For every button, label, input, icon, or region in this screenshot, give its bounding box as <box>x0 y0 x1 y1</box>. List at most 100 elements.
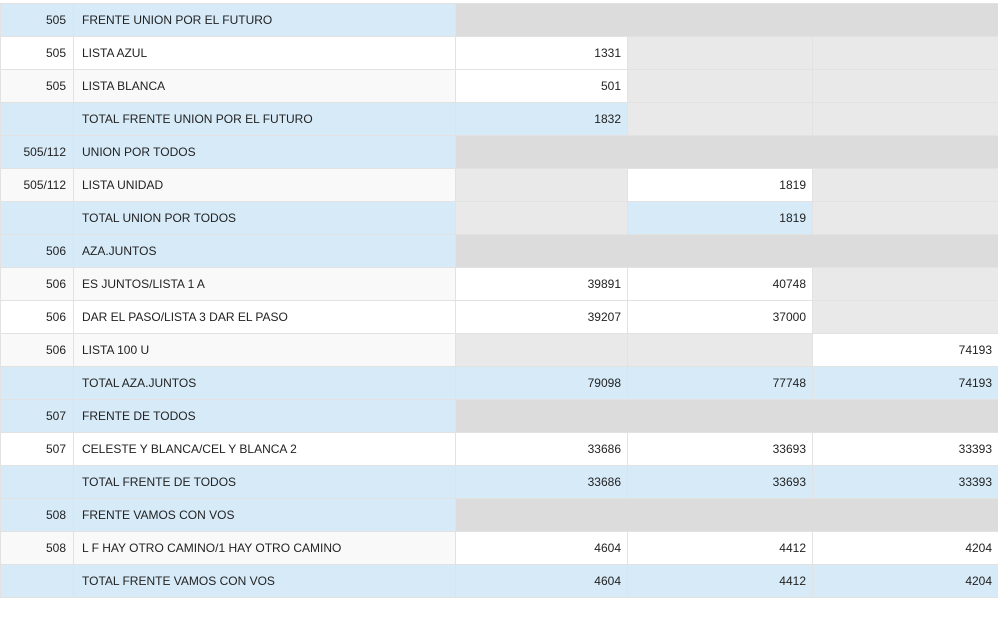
vote-count-cell-2 <box>628 37 813 70</box>
vote-count-cell-1 <box>456 169 628 202</box>
vote-count-cell-1: 4604 <box>456 532 628 565</box>
party-code-cell <box>1 367 74 400</box>
party-code-cell: 508 <box>1 532 74 565</box>
party-code-cell: 506 <box>1 301 74 334</box>
vote-count-cell-2: 1819 <box>628 202 813 235</box>
vote-count-cell-2 <box>628 70 813 103</box>
vote-count-cell-2 <box>628 334 813 367</box>
vote-count-cell-1: 33686 <box>456 433 628 466</box>
header-filler-cell <box>456 499 998 532</box>
vote-count-cell-3: 4204 <box>813 565 998 598</box>
vote-count-cell-1 <box>456 334 628 367</box>
party-code-cell: 506 <box>1 268 74 301</box>
vote-count-cell-1: 1331 <box>456 37 628 70</box>
header-filler-cell <box>456 4 998 37</box>
party-code-cell: 505/112 <box>1 136 74 169</box>
vote-count-cell-3 <box>813 202 998 235</box>
vote-count-cell-2: 33693 <box>628 433 813 466</box>
party-code-cell <box>1 202 74 235</box>
header-filler-cell <box>456 400 998 433</box>
vote-count-cell-3 <box>813 103 998 136</box>
vote-count-cell-3: 33393 <box>813 433 998 466</box>
vote-count-cell-3 <box>813 169 998 202</box>
party-code-cell: 505 <box>1 4 74 37</box>
vote-count-cell-3: 4204 <box>813 532 998 565</box>
party-code-cell: 506 <box>1 235 74 268</box>
vote-count-cell-3 <box>813 70 998 103</box>
vote-count-cell-1: 501 <box>456 70 628 103</box>
vote-count-cell-2: 33693 <box>628 466 813 499</box>
vote-count-cell-1: 1832 <box>456 103 628 136</box>
list-name-cell: LISTA UNIDAD <box>74 169 456 202</box>
party-code-cell: 507 <box>1 400 74 433</box>
party-code-cell: 508 <box>1 499 74 532</box>
party-code-cell: 505/112 <box>1 169 74 202</box>
party-code-cell <box>1 565 74 598</box>
vote-count-cell-1: 4604 <box>456 565 628 598</box>
vote-count-cell-1: 33686 <box>456 466 628 499</box>
party-code-cell <box>1 466 74 499</box>
list-name-cell: LISTA AZUL <box>74 37 456 70</box>
vote-count-cell-2: 4412 <box>628 532 813 565</box>
list-name-cell: TOTAL FRENTE VAMOS CON VOS <box>74 565 456 598</box>
list-name-cell: LISTA BLANCA <box>74 70 456 103</box>
party-code-cell: 507 <box>1 433 74 466</box>
party-total-row: TOTAL UNION POR TODOS 1819 <box>1 202 998 235</box>
header-filler-cell <box>456 136 998 169</box>
vote-count-cell-3: 74193 <box>813 334 998 367</box>
party-code-cell: 505 <box>1 37 74 70</box>
list-name-cell: TOTAL FRENTE DE TODOS <box>74 466 456 499</box>
list-name-cell: TOTAL AZA.JUNTOS <box>74 367 456 400</box>
vote-count-cell-1 <box>456 202 628 235</box>
list-name-cell: FRENTE VAMOS CON VOS <box>74 499 456 532</box>
vote-count-cell-2: 40748 <box>628 268 813 301</box>
list-name-cell: L F HAY OTRO CAMINO/1 HAY OTRO CAMINO <box>74 532 456 565</box>
list-name-cell: TOTAL UNION POR TODOS <box>74 202 456 235</box>
list-name-cell: LISTA 100 U <box>74 334 456 367</box>
party-code-cell <box>1 103 74 136</box>
vote-count-cell-1: 39207 <box>456 301 628 334</box>
vote-count-cell-3 <box>813 37 998 70</box>
party-code-cell: 506 <box>1 334 74 367</box>
vote-count-cell-2: 1819 <box>628 169 813 202</box>
list-name-cell: UNION POR TODOS <box>74 136 456 169</box>
vote-count-cell-3: 74193 <box>813 367 998 400</box>
vote-count-cell-3 <box>813 301 998 334</box>
vote-count-cell-2: 37000 <box>628 301 813 334</box>
list-name-cell: TOTAL FRENTE UNION POR EL FUTURO <box>74 103 456 136</box>
vote-count-cell-3 <box>813 268 998 301</box>
list-name-cell: ES JUNTOS/LISTA 1 A <box>74 268 456 301</box>
party-code-cell: 505 <box>1 70 74 103</box>
list-name-cell: CELESTE Y BLANCA/CEL Y BLANCA 2 <box>74 433 456 466</box>
list-name-cell: FRENTE DE TODOS <box>74 400 456 433</box>
vote-count-cell-1: 39891 <box>456 268 628 301</box>
vote-count-cell-1: 79098 <box>456 367 628 400</box>
vote-count-cell-2 <box>628 103 813 136</box>
vote-count-cell-2: 4412 <box>628 565 813 598</box>
list-name-cell: FRENTE UNION POR EL FUTURO <box>74 4 456 37</box>
list-name-cell: DAR EL PASO/LISTA 3 DAR EL PASO <box>74 301 456 334</box>
header-filler-cell <box>456 235 998 268</box>
list-name-cell: AZA.JUNTOS <box>74 235 456 268</box>
vote-count-cell-3: 33393 <box>813 466 998 499</box>
vote-count-cell-2: 77748 <box>628 367 813 400</box>
